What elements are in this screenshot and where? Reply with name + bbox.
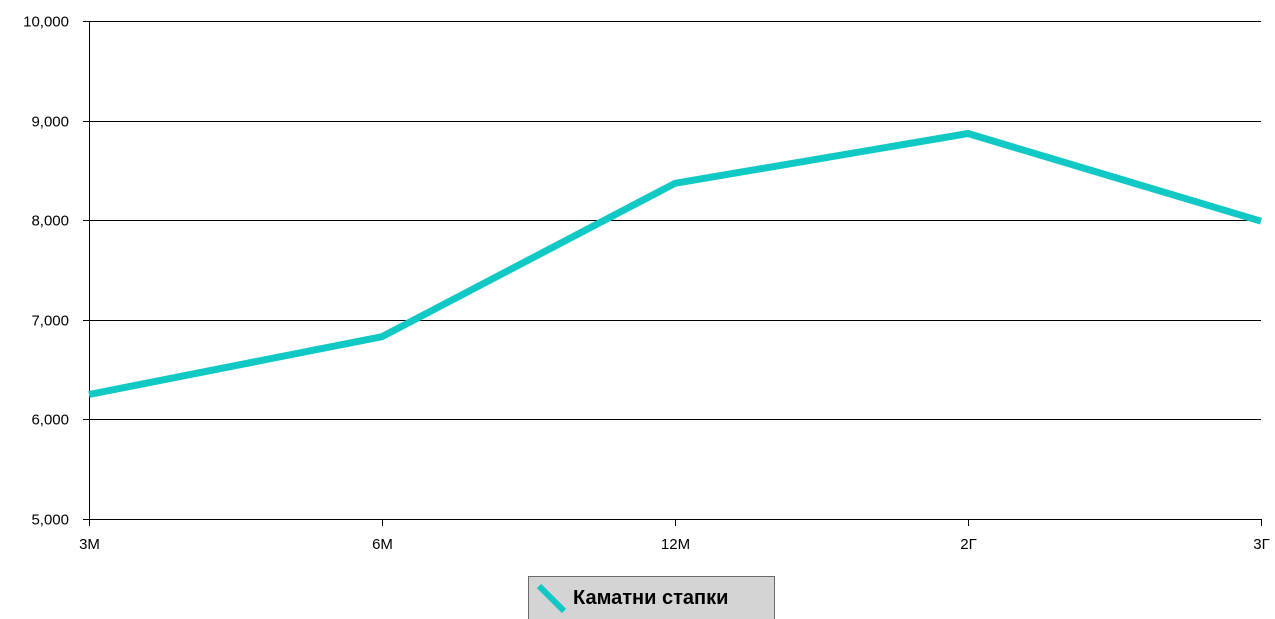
x-tick-label: 12М	[661, 536, 690, 553]
y-tick-label: 9,000	[31, 114, 69, 131]
legend: Каматни стапки	[528, 576, 775, 619]
x-tick-label: 3М	[79, 536, 100, 553]
x-tick-label: 2Г	[960, 536, 976, 553]
y-tick-label: 6,000	[31, 412, 69, 429]
x-axis-ticks: 3М 6М 12М 2Г 3Г	[79, 519, 1270, 553]
series-group	[88, 130, 1263, 398]
y-tick-label: 8,000	[31, 213, 69, 230]
y-axis-ticks: 5,000 6,000 7,000 8,000 9,000 10,000	[23, 14, 89, 529]
legend-swatch-icon	[536, 583, 567, 614]
x-tick-label: 3Г	[1253, 536, 1269, 553]
gridlines	[89, 21, 1261, 420]
series-line	[88, 130, 1263, 398]
y-tick-label: 5,000	[31, 512, 69, 529]
y-tick-label: 7,000	[31, 313, 69, 330]
legend-label: Каматни стапки	[573, 586, 729, 609]
axes	[89, 21, 1262, 520]
y-tick-label: 10,000	[23, 14, 69, 31]
x-tick-label: 6М	[372, 536, 393, 553]
